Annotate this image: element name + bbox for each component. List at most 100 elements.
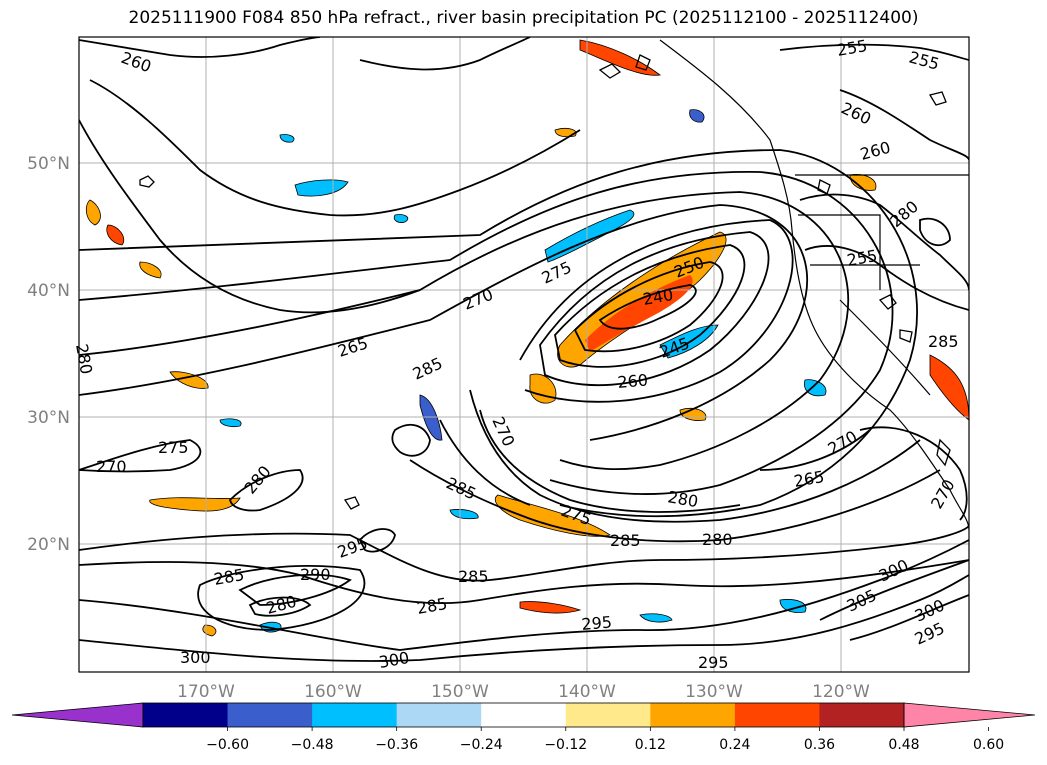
contour-island [391,423,431,457]
contour-fragment [343,496,360,510]
contour-265 [79,204,809,441]
north-america-coast [659,39,969,531]
coastline [659,39,969,531]
contour-280-b [439,419,531,506]
contour-305 [819,559,969,621]
contour-240 [598,284,697,330]
colorbar-tick-label: 0.24 [719,737,750,753]
contour-label: 285 [458,567,489,586]
contour-285-c [79,524,969,582]
colorbar-segment [565,703,651,727]
colorbar-extend-high [903,702,1036,728]
colorbar-segment [143,703,229,727]
refractivity-contours [79,37,969,662]
contour-label: 285 [610,531,641,550]
precip-negative-area [294,179,349,197]
contour-fragment [928,91,947,106]
contour-290 [238,573,352,606]
state-border [839,299,931,396]
colorbar-segment [312,703,398,727]
colorbar-tick-label: −0.24 [460,737,503,753]
colorbar-tick-label: −0.60 [206,737,249,753]
contour-270-west [79,439,202,473]
contour-285-d [79,559,969,605]
contour-fragment [635,54,651,71]
contour-label: 285 [928,332,959,351]
contour-land-3 [919,217,951,247]
contour-255 [539,231,770,387]
contour-fragment [817,179,831,195]
lat-label-40n: 40°N [27,281,70,301]
contour-label: 295 [581,612,613,634]
latitude-labels: 50°N 40°N 30°N 20°N [27,154,70,555]
contour-275-b [479,409,741,513]
colorbar-tick-label: 0.12 [635,737,666,753]
contour-north [359,37,531,71]
lon-label-140w: 140°W [558,682,616,702]
lat-label-50n: 50°N [27,154,70,174]
precip-positive-area [149,497,241,512]
contour-northeast [839,89,969,161]
contour-295-small [358,528,396,553]
contour-260 [519,219,794,403]
colorbar-segment [481,703,567,727]
contour-land-1 [799,193,969,291]
contour-fragments [139,54,951,510]
contour-295 [79,539,969,651]
contour-285-b [409,459,941,543]
colorbar-tick-label: 0.36 [804,737,835,753]
colorbar-tick-label: 0.48 [888,737,919,753]
precip-positive-core [585,275,693,352]
contour-label: 275 [158,438,189,457]
contour-265-east [759,429,871,471]
precip-negative-area [689,109,705,123]
colorbar-segment [819,703,905,727]
lon-label-160w: 160°W [304,682,362,702]
contour-label: 295 [698,653,729,672]
contour-255-top [779,43,969,61]
map-frame [78,36,970,673]
colorbar-segment [227,703,313,727]
precip-positive-area [519,601,582,614]
colorbar-segment [396,703,482,727]
lon-label-130w: 130°W [685,682,743,702]
lat-label-20n: 20°N [27,535,70,555]
contour-280-c [248,596,312,617]
contour-label: 300 [180,648,211,667]
precip-positive-area [494,494,611,537]
contour-270-east [859,426,968,521]
colorbar: −0.60 −0.48 −0.36 −0.24 −0.12 0.12 0.24 0.36 0.4… [11,702,1036,753]
contour-245 [573,261,724,353]
precip-shading [85,39,969,637]
precip-positive-area [169,371,209,389]
colorbar-tick-label: −0.48 [291,737,334,753]
contour-285-e [197,565,366,631]
precip-negative-area [639,613,673,623]
contour-label: 280 [702,530,733,549]
contour-label: 270 [96,457,127,476]
contour-260-top [79,37,321,58]
lon-label-170w: 170°W [177,682,235,702]
lat-label-30n: 30°N [27,408,70,428]
longitude-labels: 170°W 160°W 150°W 140°W 130°W 120°W [177,682,870,702]
precip-negative-area [419,394,443,441]
contour-280-west [229,469,304,512]
contour-300 [79,574,969,662]
precip-positive-area [85,199,101,226]
precip-negative-area [393,214,409,223]
colorbar-tick-label: 0.60 [973,737,1004,753]
precip-positive-area [579,39,662,76]
precip-negative-area [779,599,807,613]
precip-negative-area [804,379,827,397]
contour-275 [79,171,894,495]
contour-300-b [849,594,969,641]
colorbar-segment [650,703,736,727]
colorbar-segment [734,703,820,727]
contour-fragment [936,438,951,467]
page-title: 2025111900 F084 850 hPa refract., river … [128,8,919,28]
precip-negative-area [219,418,242,428]
precip-positive-area [139,261,162,279]
contour-fragment [878,294,897,310]
precip-negative-area [449,509,479,520]
